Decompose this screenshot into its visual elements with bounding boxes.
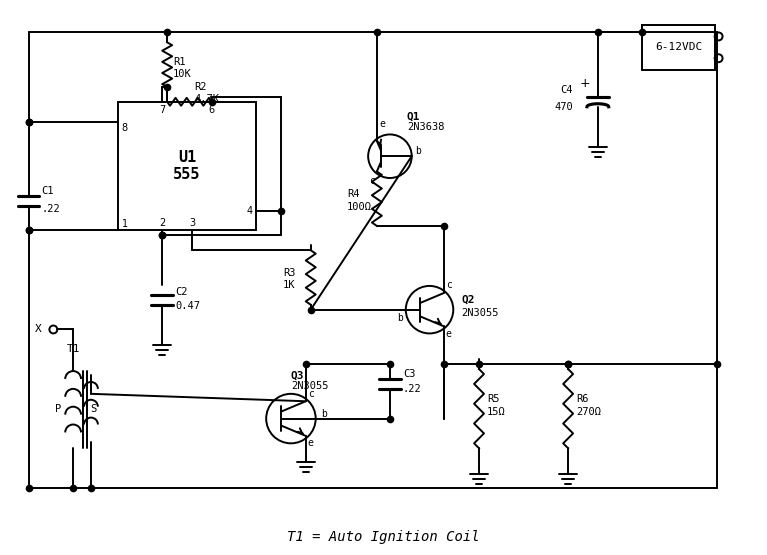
Text: R3: R3: [283, 268, 295, 278]
Text: 6: 6: [209, 105, 215, 115]
Text: 2N3055: 2N3055: [461, 307, 499, 317]
Text: Q3: Q3: [291, 371, 304, 381]
Text: C3: C3: [403, 369, 415, 379]
Text: 2: 2: [159, 218, 166, 228]
Text: b: b: [321, 408, 327, 418]
Text: 100Ω: 100Ω: [347, 201, 372, 211]
Text: 1K: 1K: [283, 280, 295, 290]
Text: 4.7K: 4.7K: [194, 94, 219, 104]
Text: T1 = Auto Ignition Coil: T1 = Auto Ignition Coil: [287, 531, 479, 544]
Text: e: e: [379, 119, 385, 129]
Text: X: X: [35, 325, 41, 335]
Text: c: c: [446, 280, 452, 290]
Text: .22: .22: [403, 384, 422, 394]
Text: R5: R5: [487, 394, 499, 404]
Text: C2: C2: [175, 287, 188, 297]
Text: 6-12VDC: 6-12VDC: [655, 42, 702, 52]
Text: R4: R4: [347, 189, 360, 199]
Text: 2N3055: 2N3055: [291, 381, 328, 391]
Text: C1: C1: [41, 186, 54, 196]
Text: 0.47: 0.47: [175, 301, 200, 311]
Text: S: S: [90, 403, 96, 413]
Bar: [117, 102, 256, 230]
Text: b: b: [415, 147, 420, 157]
Text: .22: .22: [41, 204, 60, 214]
Text: c: c: [308, 389, 314, 399]
Text: b: b: [397, 312, 403, 322]
Text: Q2: Q2: [461, 295, 475, 305]
Text: R2: R2: [194, 82, 207, 92]
Text: U1
555: U1 555: [173, 150, 201, 183]
Text: 8: 8: [122, 123, 128, 133]
Text: R1: R1: [173, 57, 186, 67]
Text: P: P: [55, 403, 61, 413]
Text: 3: 3: [189, 218, 195, 228]
Text: e: e: [308, 438, 314, 448]
Text: C4: C4: [561, 85, 573, 95]
Text: Q1: Q1: [407, 112, 420, 122]
Text: 10K: 10K: [173, 69, 192, 79]
Text: e: e: [446, 329, 452, 339]
Text: 470: 470: [555, 102, 573, 112]
Text: R6: R6: [576, 394, 588, 404]
Text: c: c: [369, 176, 375, 186]
Text: 4: 4: [246, 206, 252, 216]
Text: 1: 1: [122, 219, 128, 229]
Text: +: +: [580, 78, 591, 90]
Text: 7: 7: [159, 105, 166, 115]
Text: 270Ω: 270Ω: [576, 407, 601, 417]
Text: 2N3638: 2N3638: [407, 122, 444, 132]
Text: 15Ω: 15Ω: [487, 407, 505, 417]
Text: T1: T1: [67, 344, 80, 354]
Bar: [643, 24, 715, 70]
